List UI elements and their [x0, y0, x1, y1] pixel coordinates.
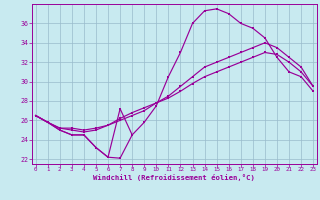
- X-axis label: Windchill (Refroidissement éolien,°C): Windchill (Refroidissement éolien,°C): [93, 174, 255, 181]
